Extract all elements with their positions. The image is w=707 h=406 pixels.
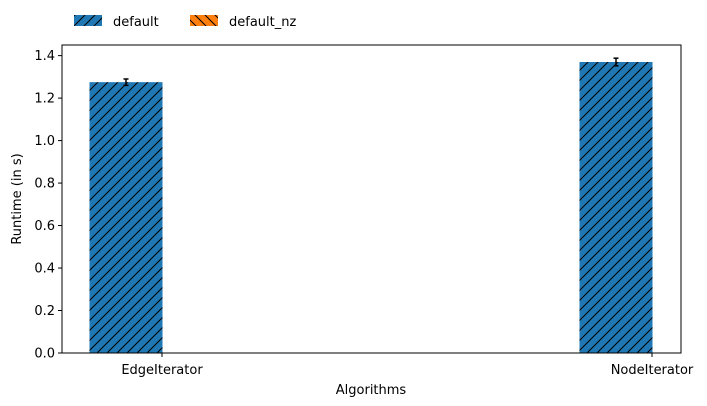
x-tick-label: EdgeIterator <box>121 363 203 378</box>
y-tick-label: 0.0 <box>34 347 55 362</box>
y-tick-label: 1.0 <box>34 134 55 149</box>
y-tick-label: 0.4 <box>34 262 55 277</box>
x-axis-label: Algorithms <box>336 383 407 398</box>
legend-label-default-nz: default_nz <box>229 15 296 30</box>
legend-swatch-default-nz <box>190 15 218 26</box>
y-tick-label: 1.4 <box>34 49 55 64</box>
bar-default-0 <box>90 82 163 353</box>
bar-default-1 <box>580 62 653 353</box>
y-tick-label: 0.8 <box>34 177 55 192</box>
legend-label-default: default <box>113 15 159 30</box>
legend: default default_nz <box>74 15 296 30</box>
y-tick-label: 1.2 <box>34 92 55 107</box>
x-tick-label: NodeIterator <box>611 363 694 378</box>
y-tick-label: 0.6 <box>34 219 55 234</box>
bars-layer <box>90 58 653 353</box>
y-tick-label: 0.2 <box>34 304 55 319</box>
legend-swatch-default <box>74 15 102 26</box>
y-axis-label: Runtime (in s) <box>10 153 25 244</box>
